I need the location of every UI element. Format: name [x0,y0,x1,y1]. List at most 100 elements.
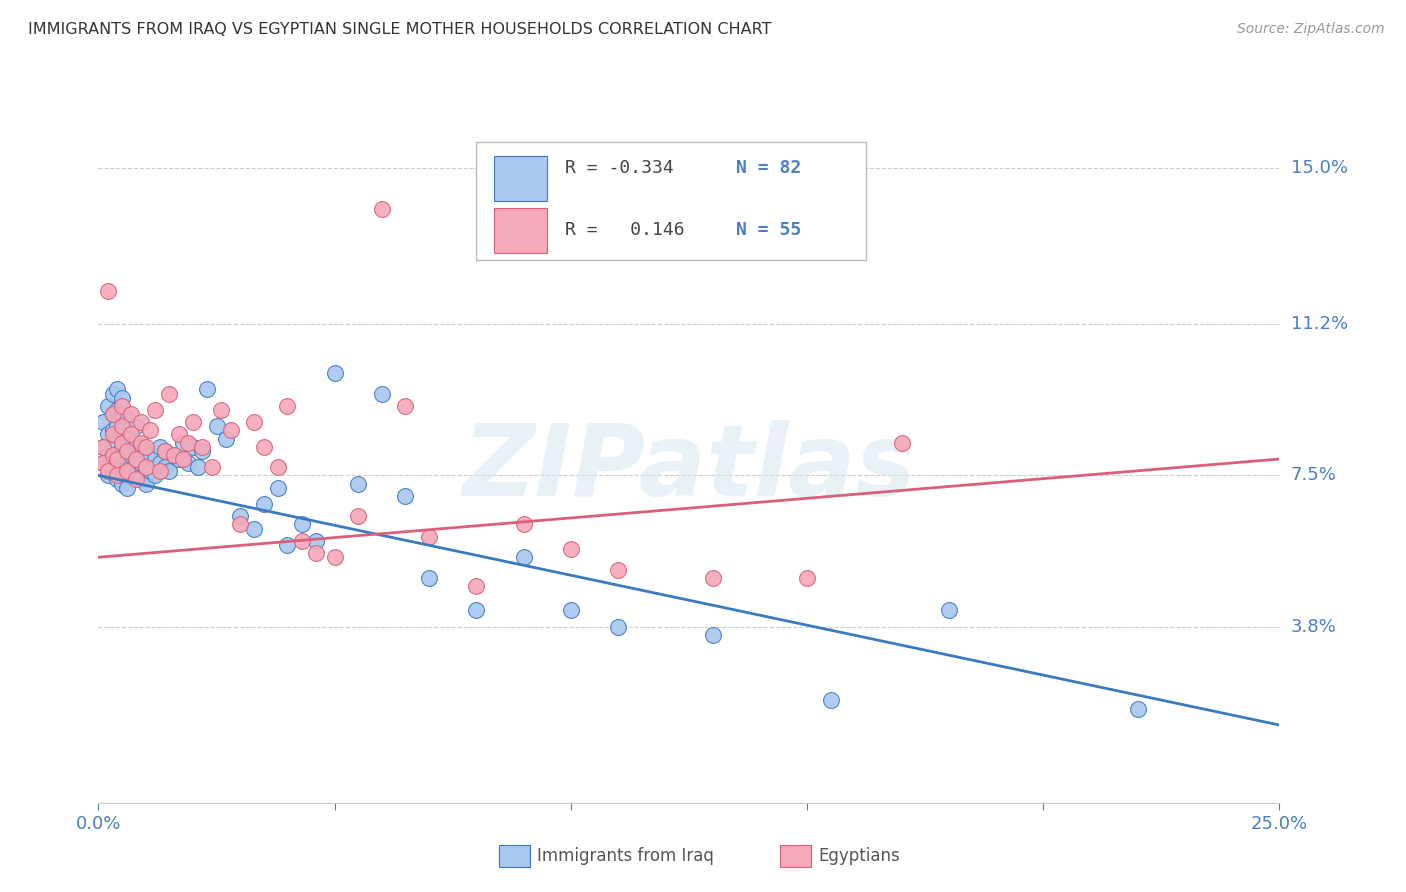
Point [172,452,194,467]
FancyBboxPatch shape [477,142,866,260]
Text: Source: ZipAtlas.com: Source: ZipAtlas.com [1237,22,1385,37]
Point [512,517,534,532]
Point [101,423,124,437]
Point [167,452,190,467]
Point [305,546,328,560]
Point [125,419,148,434]
Point [1126,701,1149,715]
Point [105,452,128,467]
Point [121,427,143,442]
Point [111,419,134,434]
Point [418,530,440,544]
Point [101,443,124,458]
Point [105,383,128,397]
Text: 15.0%: 15.0% [1291,160,1347,178]
Point [139,464,162,478]
Text: R =   0.146: R = 0.146 [565,221,685,239]
Point [157,464,180,478]
Point [101,407,124,421]
Y-axis label: Single Mother Households: Single Mother Households [0,355,7,555]
Point [153,443,176,458]
Point [290,517,312,532]
Point [149,456,172,470]
Point [125,452,148,467]
Point [97,464,120,478]
Point [105,403,128,417]
Point [97,399,120,413]
Point [111,423,134,437]
Point [135,460,157,475]
Point [276,399,298,413]
Point [115,481,138,495]
Point [91,440,114,454]
Point [135,443,157,458]
Point [243,415,266,429]
Point [105,452,128,467]
Point [219,423,242,437]
Point [121,432,143,446]
Point [181,415,204,429]
Point [229,509,252,524]
Point [157,386,180,401]
Text: N = 55: N = 55 [737,221,801,239]
Point [149,464,172,478]
Point [267,481,290,495]
Text: R = -0.334: R = -0.334 [565,159,673,177]
Point [418,571,440,585]
Point [97,427,120,442]
Point [135,476,157,491]
Point [111,391,134,405]
Point [191,440,214,454]
Point [101,464,124,478]
Point [347,509,370,524]
Point [153,460,176,475]
Point [394,399,416,413]
Point [276,538,298,552]
Point [371,386,394,401]
Point [191,443,214,458]
Point [105,419,128,434]
Point [253,497,276,511]
Point [97,284,120,298]
Point [91,415,114,429]
Point [167,427,190,442]
Point [205,419,228,434]
Point [111,440,134,454]
Point [139,448,162,462]
Point [125,452,148,467]
Point [135,440,157,454]
Point [111,435,134,450]
Point [820,693,842,707]
Point [105,468,128,483]
Point [111,476,134,491]
Point [153,443,176,458]
Point [121,464,143,478]
Point [181,440,204,454]
Text: 11.2%: 11.2% [1291,315,1348,333]
Point [115,464,138,478]
Point [195,383,218,397]
Point [229,517,252,532]
Point [101,427,124,442]
Point [101,407,124,421]
Point [115,443,138,458]
Point [91,456,114,470]
Point [121,448,143,462]
Point [129,415,152,429]
Text: 3.8%: 3.8% [1291,618,1336,636]
Point [105,473,128,487]
Text: 7.5%: 7.5% [1291,467,1337,484]
Point [129,473,152,487]
Point [121,407,143,421]
Point [305,533,328,548]
Point [290,533,312,548]
Point [253,440,276,454]
Point [111,399,134,413]
Point [91,440,114,454]
Point [163,448,186,462]
Point [938,603,960,617]
Text: Egyptians: Egyptians [818,847,900,865]
Point [101,386,124,401]
Point [702,628,724,642]
Point [97,468,120,483]
